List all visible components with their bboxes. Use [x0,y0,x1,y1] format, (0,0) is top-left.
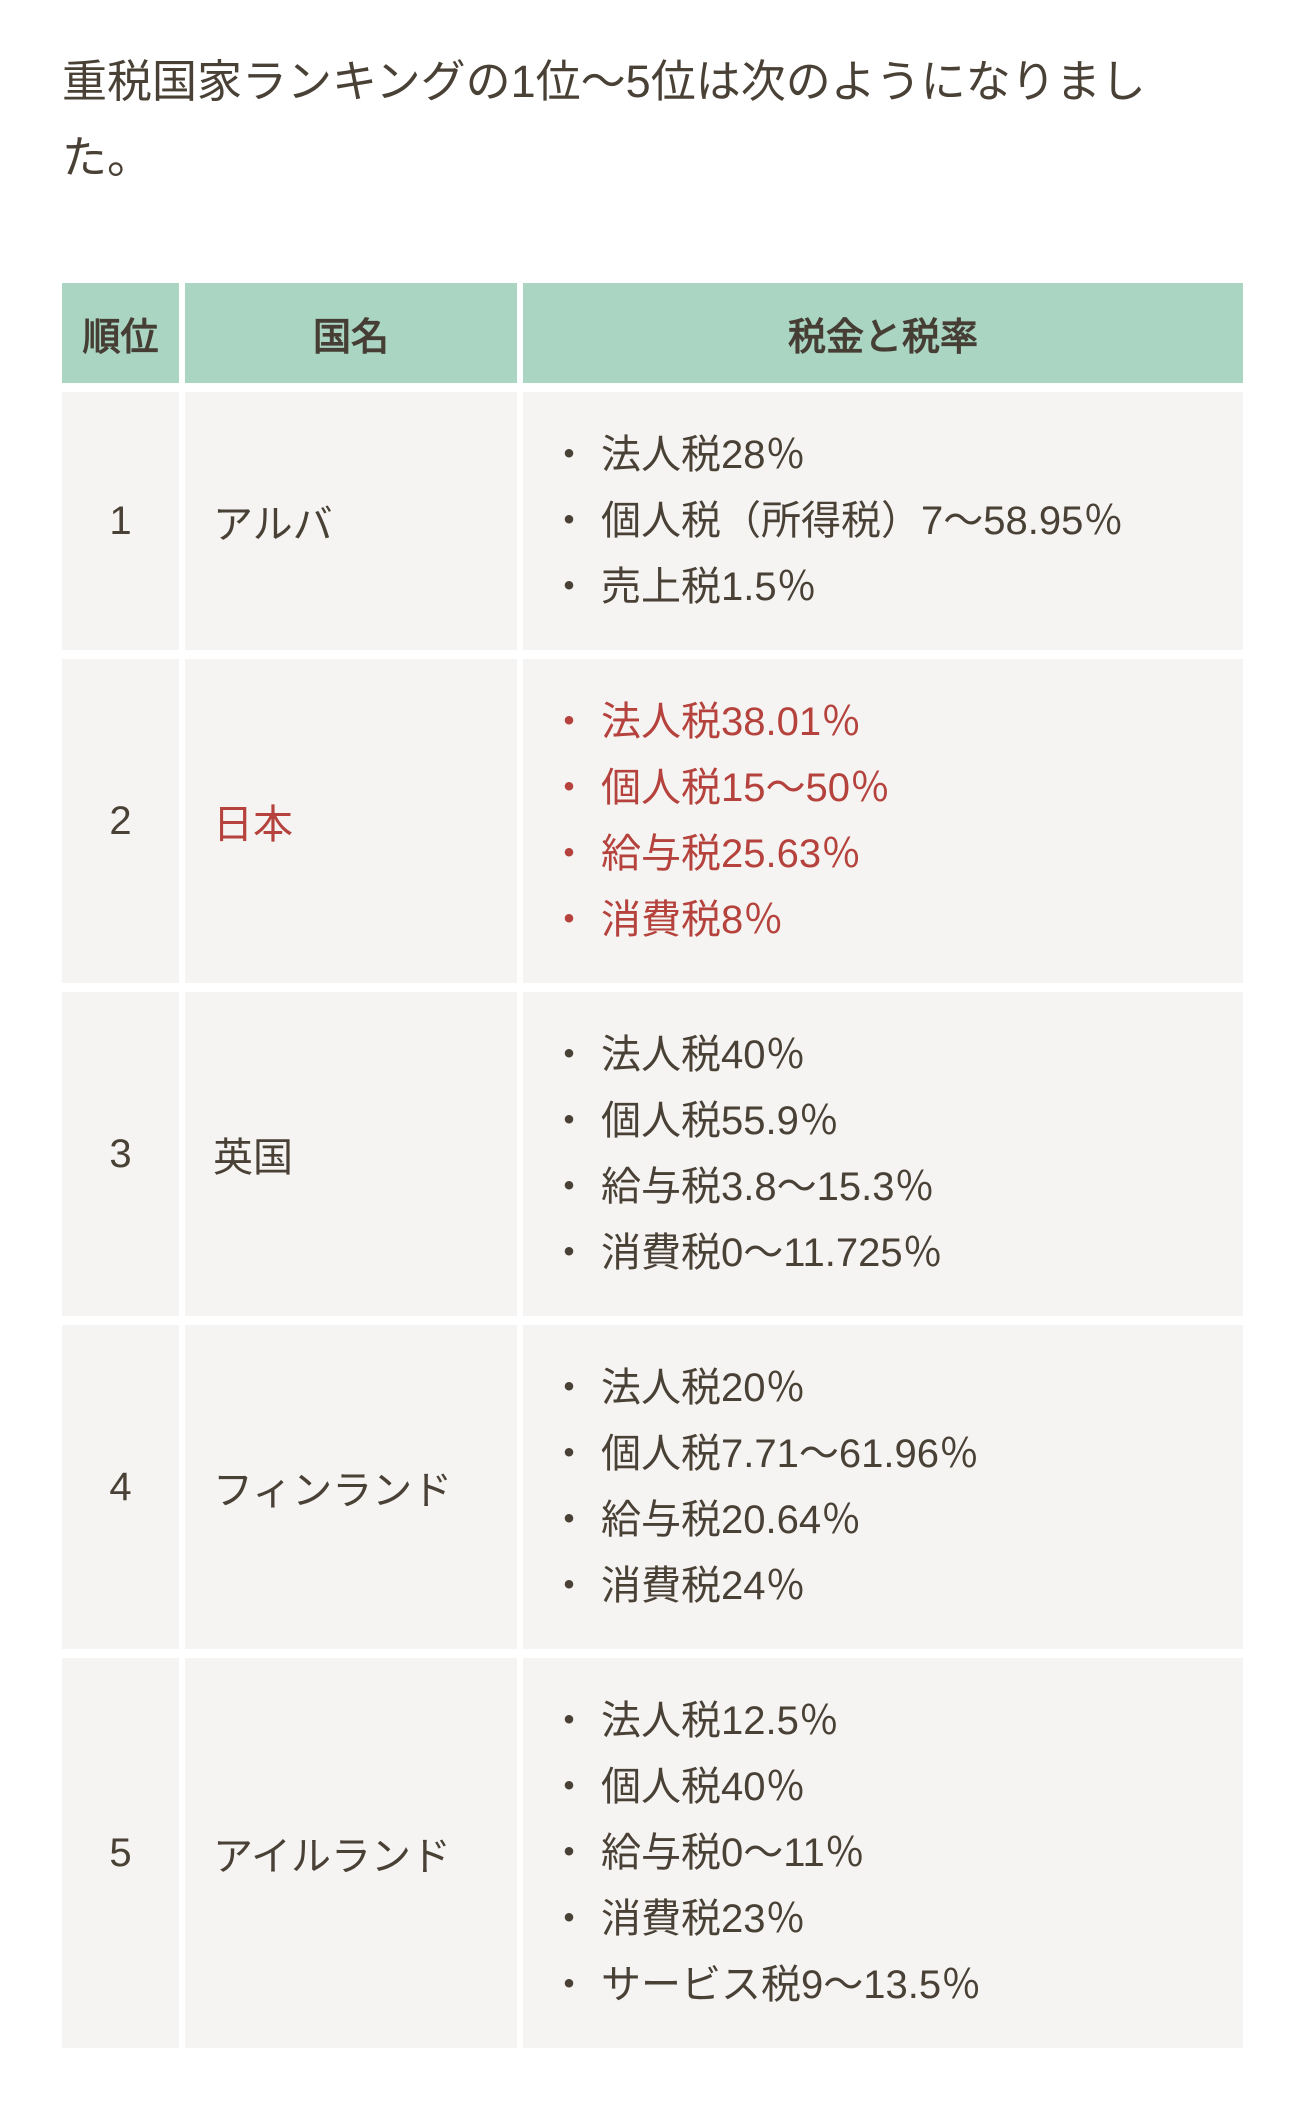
column-header-taxes: 税金と税率 [523,283,1243,383]
country-cell: フィンランド [185,1325,517,1649]
tax-text: 売上税1.5％ [601,565,817,609]
bullet-icon: ・ [549,1165,589,1209]
tax-text: 給与税25.63％ [601,832,862,876]
tax-text: 消費税23％ [601,1897,806,1941]
tax-text: 給与税20.64％ [601,1498,862,1542]
tax-item: ・消費税23％ [549,1886,1219,1952]
bullet-icon: ・ [549,1231,589,1275]
tax-item: ・サービス税9〜13.5％ [549,1952,1219,2018]
column-header-country: 国名 [185,283,517,383]
bullet-icon: ・ [549,1897,589,1941]
tax-item: ・給与税20.64％ [549,1487,1219,1553]
tax-text: 個人税7.71〜61.96％ [601,1432,979,1476]
bullet-icon: ・ [549,832,589,876]
country-cell: アイルランド [185,1658,517,2048]
tax-item: ・法人税38.01％ [549,689,1219,755]
bullet-icon: ・ [549,898,589,942]
tax-item: ・個人税15〜50％ [549,755,1219,821]
tax-text: 消費税0〜11.725％ [601,1231,943,1275]
bullet-icon: ・ [549,1033,589,1077]
tax-item: ・消費税0〜11.725％ [549,1220,1219,1286]
bullet-icon: ・ [549,1099,589,1143]
tax-text: 法人税28％ [601,433,806,477]
bullet-icon: ・ [549,433,589,477]
tax-list: ・法人税12.5％・個人税40％・給与税0〜11％・消費税23％・サービス税9〜… [549,1688,1219,2018]
tax-item: ・個人税55.9％ [549,1088,1219,1154]
tax-item: ・売上税1.5％ [549,554,1219,620]
taxes-cell: ・法人税28％・個人税（所得税）7〜58.95％・売上税1.5％ [523,392,1243,650]
bullet-icon: ・ [549,1963,589,2007]
tax-list: ・法人税28％・個人税（所得税）7〜58.95％・売上税1.5％ [549,422,1219,620]
rank-cell: 3 [62,992,179,1316]
column-header-rank: 順位 [62,283,179,383]
tax-text: 個人税15〜50％ [601,766,890,810]
tax-item: ・法人税28％ [549,422,1219,488]
bullet-icon: ・ [549,766,589,810]
bullet-icon: ・ [549,700,589,744]
tax-text: 給与税0〜11％ [601,1831,865,1875]
tax-text: 個人税（所得税）7〜58.95％ [601,499,1124,543]
tax-list: ・法人税40％・個人税55.9％・給与税3.8〜15.3％・消費税0〜11.72… [549,1022,1219,1286]
tax-text: サービス税9〜13.5％ [601,1963,982,2007]
tax-text: 法人税20％ [601,1366,806,1410]
taxes-cell: ・法人税38.01％・個人税15〜50％・給与税25.63％・消費税8％ [523,659,1243,983]
taxes-cell: ・法人税20％・個人税7.71〜61.96％・給与税20.64％・消費税24％ [523,1325,1243,1649]
bullet-icon: ・ [549,499,589,543]
bullet-icon: ・ [549,1498,589,1542]
bullet-icon: ・ [549,1366,589,1410]
tax-item: ・法人税12.5％ [549,1688,1219,1754]
country-cell: アルバ [185,392,517,650]
rank-cell: 4 [62,1325,179,1649]
bullet-icon: ・ [549,1564,589,1608]
tax-list: ・法人税20％・個人税7.71〜61.96％・給与税20.64％・消費税24％ [549,1355,1219,1619]
ranking-table: 順位 国名 税金と税率 1 アルバ ・法人税28％・個人税（所得税）7〜58.9… [62,283,1243,2048]
bullet-icon: ・ [549,1765,589,1809]
tax-text: 法人税40％ [601,1033,806,1077]
country-cell: 英国 [185,992,517,1316]
bullet-icon: ・ [549,565,589,609]
tax-text: 給与税3.8〜15.3％ [601,1165,935,1209]
rank-cell: 5 [62,1658,179,2048]
bullet-icon: ・ [549,1831,589,1875]
tax-text: 個人税40％ [601,1765,806,1809]
tax-item: ・消費税24％ [549,1553,1219,1619]
tax-item: ・給与税0〜11％ [549,1820,1219,1886]
tax-item: ・法人税40％ [549,1022,1219,1088]
tax-item: ・個人税40％ [549,1754,1219,1820]
country-cell: 日本 [185,659,517,983]
page-title: 重税国家ランキングの1位〜5位は次のようになりました。 [62,56,1146,183]
taxes-cell: ・法人税40％・個人税55.9％・給与税3.8〜15.3％・消費税0〜11.72… [523,992,1243,1316]
tax-item: ・給与税3.8〜15.3％ [549,1154,1219,1220]
tax-text: 法人税38.01％ [601,700,862,744]
rank-cell: 2 [62,659,179,983]
tax-item: ・法人税20％ [549,1355,1219,1421]
bullet-icon: ・ [549,1699,589,1743]
tax-list: ・法人税38.01％・個人税15〜50％・給与税25.63％・消費税8％ [549,689,1219,953]
tax-item: ・個人税7.71〜61.96％ [549,1421,1219,1487]
tax-text: 消費税24％ [601,1564,806,1608]
tax-item: ・給与税25.63％ [549,821,1219,887]
taxes-cell: ・法人税12.5％・個人税40％・給与税0〜11％・消費税23％・サービス税9〜… [523,1658,1243,2048]
tax-text: 個人税55.9％ [601,1099,839,1143]
tax-text: 法人税12.5％ [601,1699,839,1743]
tax-item: ・消費税8％ [549,887,1219,953]
bullet-icon: ・ [549,1432,589,1476]
tax-text: 消費税8％ [601,898,784,942]
rank-cell: 1 [62,392,179,650]
tax-item: ・個人税（所得税）7〜58.95％ [549,488,1219,554]
